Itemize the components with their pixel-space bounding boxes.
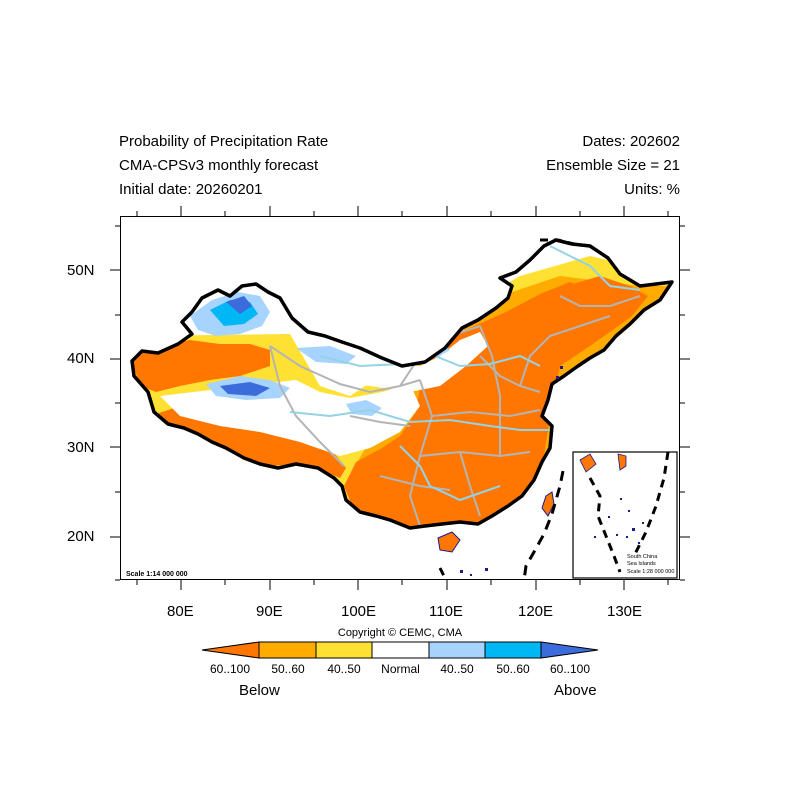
legend-label: 40..50 xyxy=(327,662,361,676)
legend-label: 50..60 xyxy=(271,662,305,676)
legend-swatch-above-60-100 xyxy=(540,641,599,659)
legend-label: Normal xyxy=(381,662,420,676)
svg-text:Sea Islands: Sea Islands xyxy=(627,561,656,567)
forecast-dates: Dates: 202602 xyxy=(582,133,680,150)
x-tick-label: 80E xyxy=(167,603,194,620)
legend-swatch-above-40-50 xyxy=(428,641,486,659)
maritime-boundary xyxy=(522,470,565,580)
south-china-sea-inset: South China Sea Islands Scale 1:28 000 0… xyxy=(572,451,678,579)
map-title: Probability of Precipitation Rate xyxy=(119,133,329,150)
legend-swatch-normal xyxy=(371,641,430,659)
copyright-label: Copyright © CEMC, CMA xyxy=(337,627,463,639)
province-boundaries xyxy=(269,295,641,527)
national-border xyxy=(130,238,674,530)
ensemble-size: Ensemble Size = 21 xyxy=(546,157,680,174)
y-tick-label: 30N xyxy=(67,439,95,456)
legend-swatch-below-50-60 xyxy=(258,641,317,659)
legend-swatch-below-40-50 xyxy=(315,641,373,659)
hainan-island xyxy=(437,531,461,553)
y-tick-label: 40N xyxy=(67,350,95,367)
units-label: Units: % xyxy=(624,181,680,198)
x-tick-label: 130E xyxy=(607,603,643,620)
river-lines xyxy=(289,245,641,502)
initial-date: Initial date: 20260201 xyxy=(119,181,263,198)
map-scale-label: Scale 1:14 000 000 xyxy=(126,571,188,578)
x-tick-label: 100E xyxy=(341,603,377,620)
legend-below-label: Below xyxy=(239,682,280,699)
coastline-dots xyxy=(460,366,563,576)
y-tick-label: 50N xyxy=(67,262,95,279)
model-name: CMA-CPSv3 monthly forecast xyxy=(119,157,319,174)
svg-text:Scale 1:28 000 000: Scale 1:28 000 000 xyxy=(627,569,674,575)
legend-label: 40..50 xyxy=(440,662,474,676)
legend-label: 60..100 xyxy=(209,662,251,676)
legend-label: 50..60 xyxy=(496,662,530,676)
x-tick-label: 110E xyxy=(429,603,463,620)
taiwan-island xyxy=(541,491,555,517)
legend-swatch-above-50-60 xyxy=(484,641,542,659)
china-precipitation-map: Scale 1:14 000 000 South China Sea Islan… xyxy=(120,216,680,580)
legend-label: 60..100 xyxy=(549,662,591,676)
legend-above-label: Above xyxy=(554,682,597,699)
x-tick-label: 120E xyxy=(518,603,554,620)
svg-text:South China: South China xyxy=(627,554,658,560)
legend-swatch-below-60-100 xyxy=(201,641,260,659)
y-tick-label: 20N xyxy=(67,528,95,545)
map-panel: Scale 1:14 000 000 South China Sea Islan… xyxy=(120,216,680,580)
x-tick-label: 90E xyxy=(256,603,283,620)
